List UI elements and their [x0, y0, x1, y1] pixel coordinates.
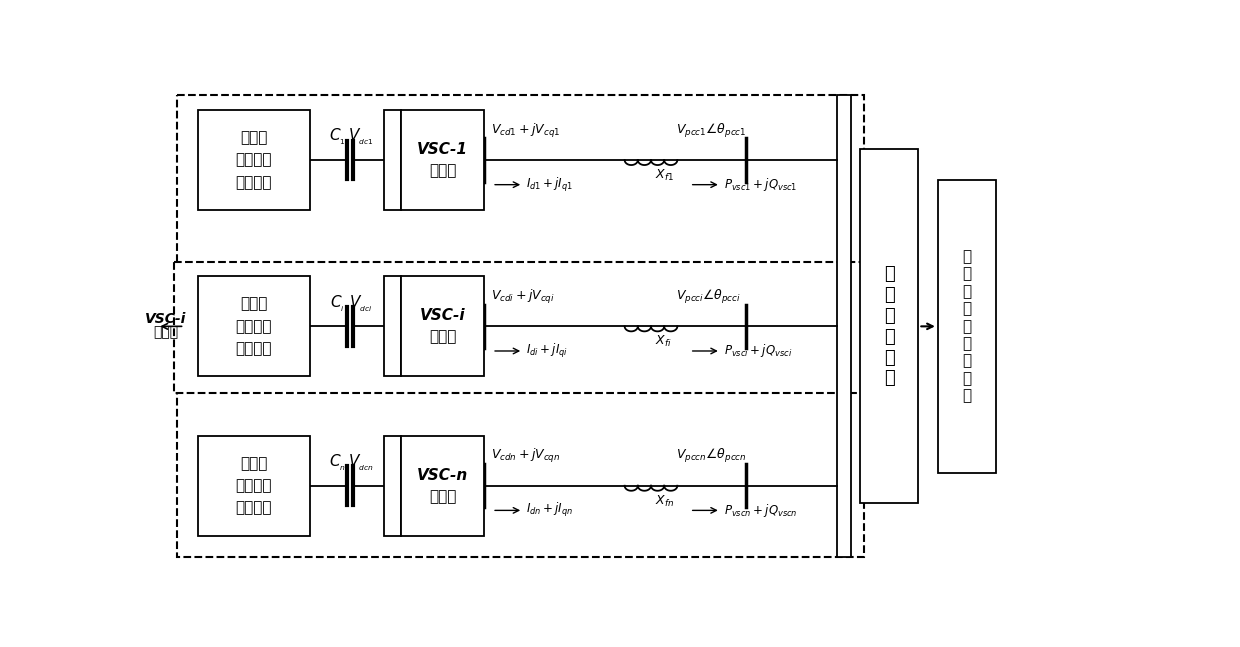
Bar: [383, 435, 401, 536]
Text: $X_{f1}$: $X_{f1}$: [655, 168, 673, 183]
Text: $V_{cd1}+jV_{cq1}$: $V_{cd1}+jV_{cq1}$: [491, 122, 560, 140]
Text: 剩
余
电
力
系
统
子
系
统: 剩 余 电 力 系 统 子 系 统: [962, 249, 971, 404]
Text: VSC-i: VSC-i: [145, 312, 186, 325]
Text: VSC-i
换流站: VSC-i 换流站: [419, 309, 465, 344]
Text: $X_{fn}$: $X_{fn}$: [655, 494, 675, 509]
Bar: [937, 180, 996, 473]
Bar: [837, 94, 851, 556]
Bar: [197, 435, 310, 536]
Bar: [197, 276, 310, 377]
Text: $V_{cdn}+jV_{cqn}$: $V_{cdn}+jV_{cqn}$: [491, 448, 560, 465]
Bar: [401, 276, 485, 377]
Text: $V_{pcc1}\angle\theta_{pcc1}$: $V_{pcc1}\angle\theta_{pcc1}$: [676, 122, 746, 140]
Text: 风电场
光伏设备
直流系统: 风电场 光伏设备 直流系统: [236, 297, 272, 356]
Text: 风电场
光伏设备
直流系统: 风电场 光伏设备 直流系统: [236, 130, 272, 190]
Text: $V_{cdi}+jV_{cqi}$: $V_{cdi}+jV_{cqi}$: [491, 288, 554, 306]
Text: $V_{pcci}\angle\theta_{pcci}$: $V_{pcci}\angle\theta_{pcci}$: [676, 288, 740, 306]
Text: VSC-n
换流站: VSC-n 换流站: [417, 468, 469, 504]
Text: $I_{d1}+jI_{q1}$: $I_{d1}+jI_{q1}$: [526, 176, 573, 193]
Bar: [861, 149, 919, 503]
Text: $I_{di}+jI_{qi}$: $I_{di}+jI_{qi}$: [526, 342, 568, 360]
Text: 交
流
电
力
系
统: 交 流 电 力 系 统: [884, 265, 895, 388]
Bar: [383, 110, 401, 210]
Text: 子系统: 子系统: [154, 325, 179, 340]
Text: 风电场
光伏设备
直流系统: 风电场 光伏设备 直流系统: [236, 456, 272, 516]
Text: $C_{_1}$: $C_{_1}$: [330, 127, 346, 148]
Text: VSC-1
换流站: VSC-1 换流站: [417, 142, 467, 178]
Bar: [383, 276, 401, 377]
Bar: [176, 94, 864, 556]
Text: $V_{pccn}\angle\theta_{pccn}$: $V_{pccn}\angle\theta_{pccn}$: [676, 448, 746, 465]
Text: $V_{_{dci}}$: $V_{_{dci}}$: [350, 293, 373, 314]
Text: $P_{vsci}+jQ_{vsci}$: $P_{vsci}+jQ_{vsci}$: [724, 342, 792, 360]
Text: $P_{vscn}+jQ_{vscn}$: $P_{vscn}+jQ_{vscn}$: [724, 502, 797, 519]
Text: $X_{fi}$: $X_{fi}$: [655, 334, 671, 349]
Text: $C_{_i}$: $C_{_i}$: [331, 293, 345, 314]
Text: $V_{_{dcn}}$: $V_{_{dcn}}$: [348, 452, 374, 473]
Bar: [401, 110, 485, 210]
Text: $I_{dn}+jI_{qn}$: $I_{dn}+jI_{qn}$: [526, 501, 574, 520]
Bar: [401, 435, 485, 536]
Bar: [197, 110, 310, 210]
Text: $V_{_{dc1}}$: $V_{_{dc1}}$: [348, 127, 374, 148]
Bar: [174, 263, 864, 393]
Text: $P_{vsc1}+jQ_{vsc1}$: $P_{vsc1}+jQ_{vsc1}$: [724, 176, 797, 193]
Text: $C_{_n}$: $C_{_n}$: [330, 452, 346, 473]
